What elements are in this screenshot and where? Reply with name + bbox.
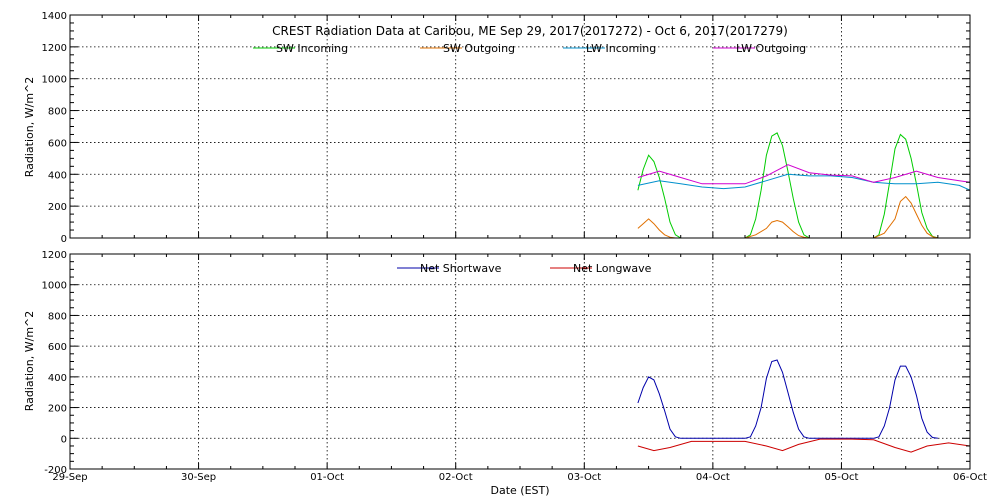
top-plot-frame — [69, 14, 971, 239]
x-axis-label: Date (EST) — [490, 484, 549, 497]
top-series — [637, 132, 971, 239]
bottom-series-net-longwave — [637, 438, 971, 453]
top-series-sw-incoming — [637, 132, 939, 239]
top-y-tick-label: 600 — [48, 138, 67, 149]
bottom-y-tick-label: 0 — [61, 434, 67, 445]
bottom-y-tick-label: 400 — [48, 373, 67, 384]
x-tick-label: 04-Oct — [696, 472, 730, 483]
top-y-tick-label: 800 — [48, 107, 67, 118]
bottom-ticks: -200 0 200 400 600 800 1000 1200 — [42, 250, 971, 476]
bottom-legend: Net Shortwave Net Longwave — [397, 262, 652, 275]
legend-label: LW Incoming — [586, 42, 656, 55]
bottom-y-tick-label: 1000 — [42, 281, 67, 292]
chart-title: CREST Radiation Data at Caribou, ME Sep … — [272, 24, 788, 38]
bottom-y-tick-label: -200 — [44, 465, 67, 476]
x-tick-label: 30-Sep — [181, 472, 216, 483]
legend-label: LW Outgoing — [736, 42, 806, 55]
bottom-series — [637, 359, 971, 453]
x-tick-label: 01-Oct — [310, 472, 344, 483]
top-y-tick-label: 200 — [48, 202, 67, 213]
legend-label: SW Outgoing — [443, 42, 515, 55]
legend-label: SW Incoming — [276, 42, 348, 55]
bottom-series-net-shortwave — [637, 359, 938, 439]
bottom-y-tick-label: 1200 — [42, 250, 67, 261]
x-tick-label: 02-Oct — [439, 472, 473, 483]
top-y-tick-label: 400 — [48, 170, 67, 181]
x-tick-label: 05-Oct — [824, 472, 858, 483]
top-y-tick-label: 1000 — [42, 75, 67, 86]
top-series-lw-outgoing — [637, 164, 971, 185]
top-y-tick-label: 1400 — [42, 11, 67, 22]
x-tick-labels: 29-Sep 30-Sep 01-Oct 02-Oct 03-Oct 04-Oct 05-O… — [52, 472, 987, 483]
top-y-tick-label: 0 — [61, 234, 67, 245]
bottom-grid — [70, 254, 970, 469]
bottom-y-tick-label: 200 — [48, 404, 67, 415]
x-tick-label: 03-Oct — [567, 472, 601, 483]
top-series-lw-incoming — [637, 173, 971, 191]
top-y-tick-label: 1200 — [42, 43, 67, 54]
bottom-y-tick-label: 600 — [48, 342, 67, 353]
x-tick-label: 29-Sep — [52, 472, 87, 483]
legend-label: Net Shortwave — [420, 262, 502, 275]
bottom-y-tick-label: 800 — [48, 311, 67, 322]
top-ticks: 0 200 400 600 800 1000 1200 1400 — [42, 11, 971, 245]
top-legend: SW Incoming SW Outgoing LW Incoming LW Outg… — [253, 42, 806, 55]
top-series-sw-outgoing — [637, 195, 939, 239]
top-grid — [70, 15, 970, 238]
legend-label: Net Longwave — [573, 262, 652, 275]
x-tick-label: 06-Oct — [953, 472, 987, 483]
bottom-plot-frame — [69, 253, 971, 470]
top-y-axis-label: Radiation, W/m^2 — [23, 77, 36, 178]
bottom-y-axis-label: Radiation, W/m^2 — [23, 311, 36, 412]
